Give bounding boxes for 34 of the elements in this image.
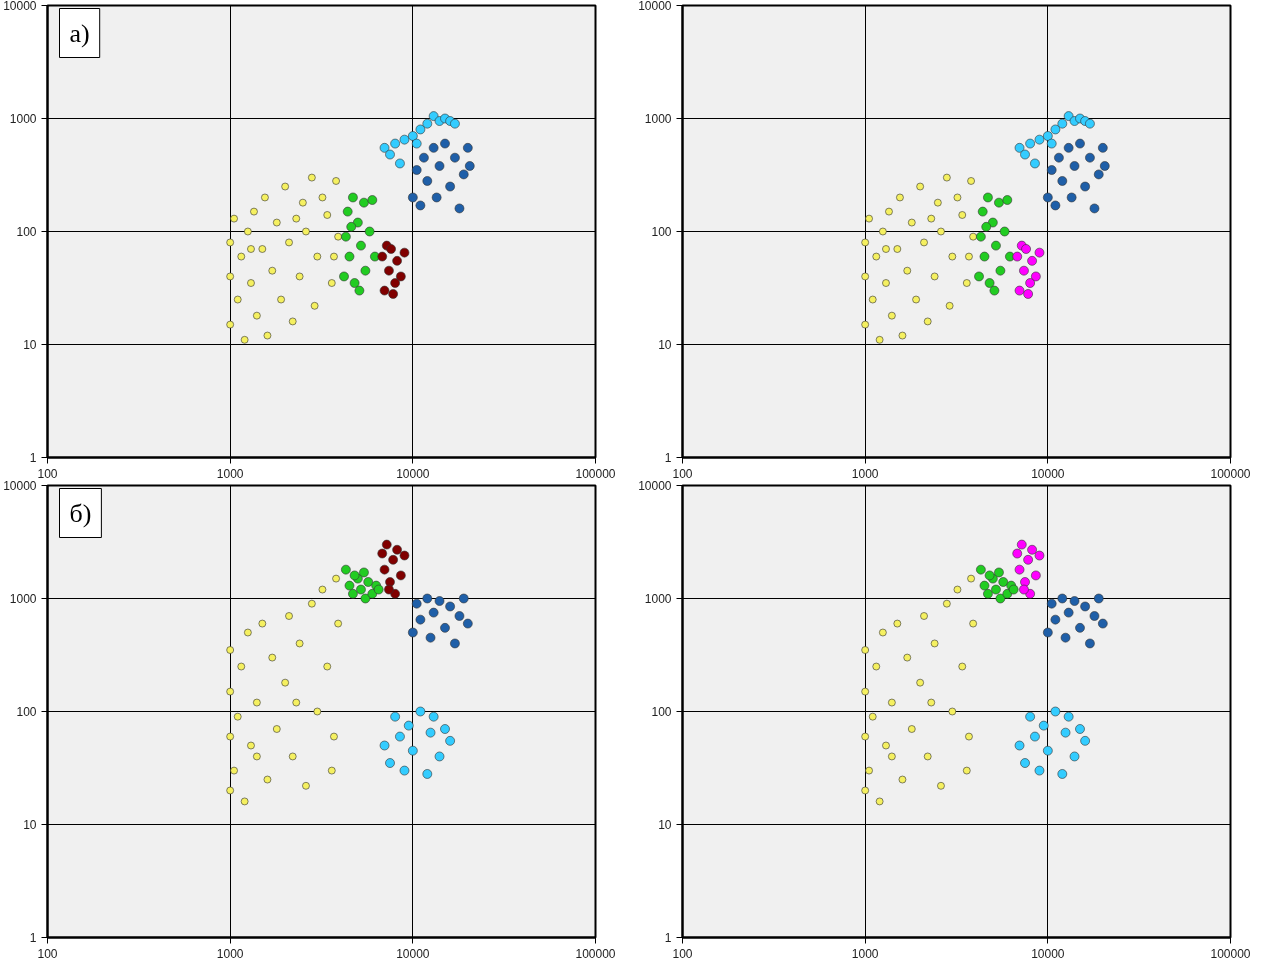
x-tick-label: 10000: [1031, 946, 1065, 961]
x-tick-label: 1000: [216, 946, 244, 961]
y-tick-label: 1000: [644, 112, 672, 126]
x-tick-label: 1000: [216, 466, 244, 481]
y-tick-label: 100: [16, 705, 37, 719]
x-tick-label: 100000: [575, 946, 616, 961]
annotation: б): [69, 498, 92, 528]
y-tick-label: 1: [29, 451, 37, 465]
y-tick-label: 10000: [3, 479, 37, 493]
y-tick-label: 100: [651, 705, 672, 719]
x-tick-label: 1000: [851, 946, 879, 961]
y-tick-label: 1000: [9, 592, 37, 606]
y-tick-label: 10000: [638, 479, 672, 493]
y-tick-label: 10000: [3, 0, 37, 13]
y-tick-label: 1: [664, 931, 672, 945]
y-tick-label: 100: [651, 225, 672, 239]
y-tick-label: 10000: [638, 0, 672, 13]
x-tick-label: 10000: [396, 946, 430, 961]
annotation: а): [69, 18, 90, 48]
y-tick-label: 1: [664, 451, 672, 465]
y-tick-label: 10: [658, 818, 672, 832]
x-tick-label: 100000: [575, 466, 616, 481]
x-tick-label: 100000: [1210, 466, 1251, 481]
y-tick-label: 1000: [9, 112, 37, 126]
x-tick-label: 10000: [396, 466, 430, 481]
y-tick-label: 1000: [644, 592, 672, 606]
y-tick-label: 1: [29, 931, 37, 945]
y-tick-label: 10: [23, 338, 37, 352]
x-tick-label: 100000: [1210, 946, 1251, 961]
y-tick-label: 100: [16, 225, 37, 239]
y-tick-label: 10: [658, 338, 672, 352]
y-tick-label: 10: [23, 818, 37, 832]
x-tick-label: 1000: [851, 466, 879, 481]
x-tick-label: 10000: [1031, 466, 1065, 481]
